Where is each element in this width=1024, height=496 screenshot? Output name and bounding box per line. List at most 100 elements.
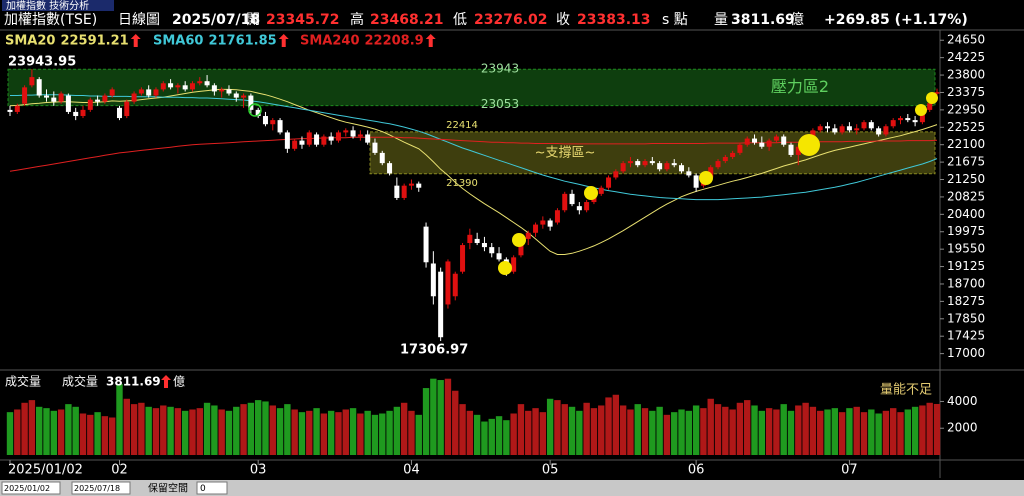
legend-value: 22591.21 [60, 34, 128, 49]
volume-bar [79, 413, 87, 455]
volume-bar [546, 398, 554, 455]
volume-bar [561, 404, 568, 455]
volume-bar [868, 409, 875, 455]
volume-bar [342, 409, 349, 455]
candle-body [43, 95, 49, 98]
candle-body [29, 77, 35, 86]
volume-bar [116, 384, 123, 455]
candle-body [138, 89, 144, 94]
volume-bar [897, 412, 904, 455]
volume-bar [838, 412, 846, 455]
candle-body [219, 89, 225, 92]
up-arrow [130, 34, 141, 47]
zone-low-label: 21390 [446, 178, 478, 189]
candle-body [752, 138, 758, 143]
volume-bar [532, 408, 539, 455]
volume-bar [649, 410, 656, 455]
volume-bar [211, 405, 218, 455]
volume-bar [751, 405, 758, 455]
zone-low-label: 23053 [481, 97, 519, 111]
volume-bar [692, 405, 700, 455]
y-tick-label: 24225 [947, 50, 985, 64]
volume-bar [276, 408, 284, 455]
volume-bar [35, 406, 43, 455]
end-input[interactable] [71, 481, 131, 495]
volume-bar [714, 404, 722, 455]
zone-name: 壓力區2 [771, 77, 829, 96]
candle-body [416, 183, 422, 188]
volume-bar [911, 406, 919, 455]
volume-bar [554, 400, 561, 455]
volume-bar [291, 409, 298, 455]
volume-bar [437, 380, 444, 455]
candle-body [387, 163, 393, 174]
candle-body [314, 134, 320, 145]
up-arrow [425, 34, 436, 47]
volume-bar [393, 406, 401, 455]
volume-bar [349, 408, 357, 455]
y-tick-label: 22100 [947, 137, 985, 151]
volume-bar [890, 408, 897, 455]
reserve-value[interactable]: 0 [200, 484, 206, 494]
tab-label[interactable]: 加權指數 技術分析 [6, 0, 89, 12]
candle-body [445, 261, 451, 305]
volume-bar [809, 406, 817, 455]
x-tick-label: 03 [250, 463, 267, 478]
candle-body [730, 152, 736, 157]
candle-body [379, 152, 385, 164]
volume-bar [590, 408, 598, 455]
volume-bar [568, 406, 576, 455]
volume-bar [138, 402, 145, 455]
volume-bar [254, 400, 262, 455]
volume-bar [14, 409, 21, 455]
candle-body [255, 109, 261, 117]
candle-body [708, 167, 714, 178]
volume-bar [488, 418, 495, 455]
volume-bar [123, 398, 130, 455]
end-date[interactable]: 2025/07/18 [74, 484, 120, 493]
candle-body [328, 136, 334, 141]
candle-body [496, 253, 502, 260]
candle-body [467, 234, 473, 244]
volume-bar [430, 378, 437, 455]
volume-bar [780, 404, 787, 455]
unit: s 點 [662, 12, 688, 28]
candle-body [846, 126, 852, 131]
zone-name: ~支撐區~ [535, 145, 596, 160]
reserve-input[interactable] [196, 481, 228, 495]
y-tick-label: 4000 [947, 394, 978, 408]
candle-body [401, 185, 407, 198]
volume-bar [444, 378, 452, 455]
candle-body [131, 93, 137, 102]
y-tick-label: 19975 [947, 224, 985, 238]
candle-body [868, 122, 874, 129]
candle-body [722, 156, 728, 162]
high-value: 23468.21 [370, 12, 444, 28]
up-arrow [278, 34, 289, 47]
tab[interactable] [2, 0, 114, 11]
candle-body [357, 134, 363, 137]
candle-body [197, 81, 203, 84]
signal-marker [699, 171, 713, 185]
y-tick-label: 22525 [947, 120, 985, 134]
candle-body [620, 163, 626, 172]
candle-body [408, 183, 414, 186]
candle-body [810, 130, 816, 137]
y-tick-label: 20400 [947, 207, 985, 221]
candle-body [511, 257, 517, 272]
volume-bar [101, 416, 109, 455]
start-date[interactable]: 2025/01/02 [4, 484, 50, 493]
volume-bar [196, 408, 203, 455]
volume-bar [28, 400, 36, 455]
volume-bar [415, 414, 422, 455]
candle-body [116, 107, 122, 119]
volume-label: 量 [714, 12, 728, 28]
candle-body [927, 103, 933, 110]
volume-bar [926, 402, 933, 455]
start-input[interactable] [1, 481, 61, 495]
signal-marker [798, 134, 820, 156]
volume-bar [87, 414, 94, 455]
legend-name: SMA240 [300, 34, 360, 49]
candle-body [876, 128, 882, 135]
